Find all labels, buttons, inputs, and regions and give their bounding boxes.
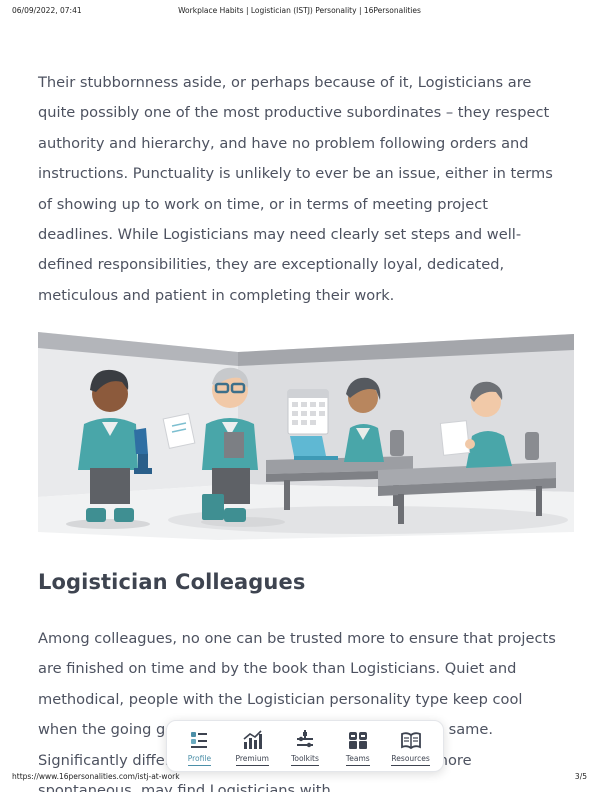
toolbar-premium-button[interactable]: Premium bbox=[226, 729, 279, 766]
toolkits-icon bbox=[296, 730, 313, 748]
article-paragraph-workplace: Their stubbornness aside, or perhaps bec… bbox=[38, 74, 553, 304]
bottom-toolbar: Profile Premium Toolkits bbox=[166, 720, 444, 772]
toolbar-toolkits-label: Toolkits bbox=[291, 754, 319, 766]
print-page-number: 3/5 bbox=[574, 772, 587, 781]
print-page-title: Workplace Habits | Logistician (ISTJ) Pe… bbox=[178, 6, 421, 15]
toolbar-premium-label: Premium bbox=[235, 754, 269, 766]
toolbar-profile-label: Profile bbox=[187, 754, 212, 766]
print-datetime: 06/09/2022, 07:41 bbox=[12, 6, 82, 15]
print-url: https://www.16personalities.com/istj-at-… bbox=[12, 772, 180, 781]
resources-icon bbox=[400, 732, 421, 750]
toolbar-teams-button[interactable]: Teams bbox=[331, 729, 384, 766]
toolbar-resources-button[interactable]: Resources bbox=[384, 729, 437, 766]
toolbar-resources-label: Resources bbox=[391, 754, 430, 766]
toolbar-teams-label: Teams bbox=[345, 754, 370, 766]
office-colleagues-illustration bbox=[38, 332, 574, 540]
premium-icon bbox=[243, 730, 263, 749]
section-heading-colleagues: Logistician Colleagues bbox=[38, 570, 306, 594]
toolbar-profile-button[interactable]: Profile bbox=[173, 729, 226, 766]
print-footer: https://www.16personalities.com/istj-at-… bbox=[12, 772, 587, 784]
toolbar-toolkits-button[interactable]: Toolkits bbox=[279, 729, 332, 766]
teams-icon bbox=[348, 732, 367, 749]
profile-icon bbox=[191, 732, 208, 748]
print-header: 06/09/2022, 07:41 Workplace Habits | Log… bbox=[12, 6, 587, 20]
